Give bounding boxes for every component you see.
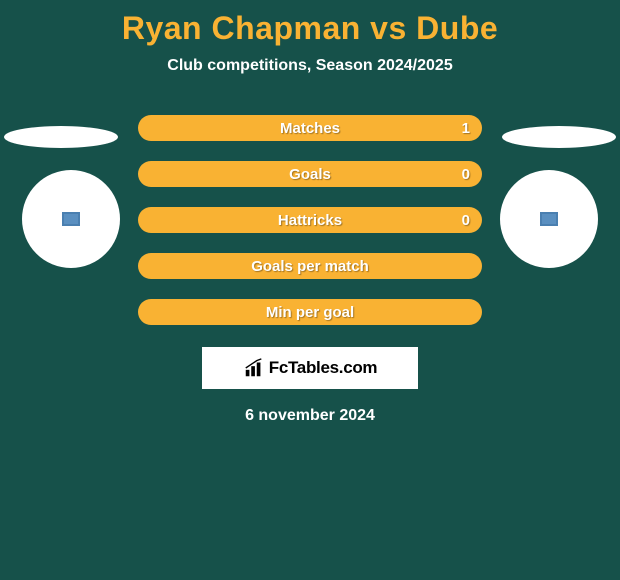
player-badge-left	[22, 170, 120, 268]
page-subtitle: Club competitions, Season 2024/2025	[0, 57, 620, 75]
stat-label: Matches	[280, 120, 340, 137]
stat-row-min-per-goal: Min per goal	[138, 299, 482, 325]
player-badge-right	[500, 170, 598, 268]
shirt-icon	[62, 212, 80, 226]
stat-label: Min per goal	[266, 304, 354, 321]
stat-label: Hattricks	[278, 212, 342, 229]
stat-value: 0	[462, 166, 470, 183]
footer-date: 6 november 2024	[0, 407, 620, 425]
stat-label: Goals	[289, 166, 331, 183]
shirt-icon	[540, 212, 558, 226]
stat-row-goals: Goals 0	[138, 161, 482, 187]
brand-box[interactable]: FcTables.com	[202, 347, 418, 389]
stat-row-goals-per-match: Goals per match	[138, 253, 482, 279]
stats-container: Matches 1 Goals 0 Hattricks 0 Goals per …	[138, 115, 482, 325]
decorative-ellipse-right	[502, 126, 616, 148]
brand-text: FcTables.com	[269, 358, 378, 378]
stat-row-matches: Matches 1	[138, 115, 482, 141]
chart-icon	[243, 357, 265, 379]
page-title: Ryan Chapman vs Dube	[0, 0, 620, 47]
stat-label: Goals per match	[251, 258, 369, 275]
decorative-ellipse-left	[4, 126, 118, 148]
stat-value: 1	[462, 120, 470, 137]
stat-value: 0	[462, 212, 470, 229]
stat-row-hattricks: Hattricks 0	[138, 207, 482, 233]
